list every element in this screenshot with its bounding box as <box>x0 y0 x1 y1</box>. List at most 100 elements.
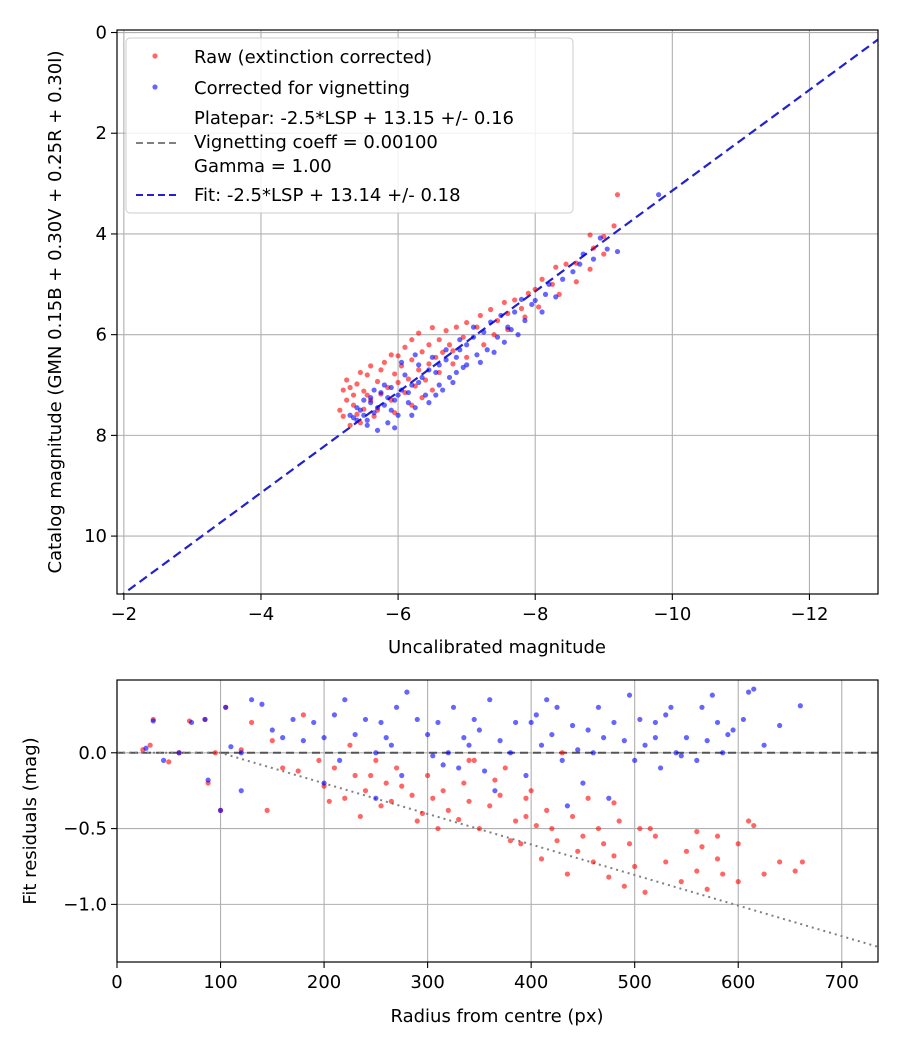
top-point-raw <box>453 324 459 330</box>
top-point-raw <box>340 387 346 393</box>
top-point-raw <box>340 413 346 419</box>
top-point-corrected <box>395 412 401 418</box>
bottom-x-tick-label: 0 <box>111 972 122 993</box>
top-point-corrected <box>416 379 422 386</box>
bottom-point-corrected <box>751 686 757 692</box>
bottom-point-corrected <box>388 742 394 748</box>
bottom-x-tick-label: 700 <box>825 972 859 993</box>
top-point-raw <box>587 266 593 272</box>
bottom-point-raw <box>554 838 560 844</box>
legend-label-vignetting: Vignetting coeff = 0.00100 <box>194 132 438 153</box>
bottom-point-raw <box>549 825 555 832</box>
top-point-corrected <box>604 246 610 252</box>
bottom-point-raw <box>331 765 338 771</box>
bottom-point-corrected <box>414 716 420 723</box>
top-point-corrected <box>426 400 432 406</box>
bottom-point-corrected <box>513 719 519 726</box>
bottom-point-corrected <box>331 712 338 718</box>
bottom-point-raw <box>383 780 389 786</box>
bottom-point-corrected <box>554 704 560 710</box>
bottom-point-raw <box>663 859 669 865</box>
top-point-raw <box>573 279 579 285</box>
top-point-raw <box>350 392 357 398</box>
top-x-ticks: −2 −4 −6 −8 −10 −12 <box>111 594 828 625</box>
top-point-raw <box>395 379 401 386</box>
bottom-point-raw <box>694 829 700 835</box>
bottom-grid <box>116 680 878 962</box>
top-point-corrected <box>453 369 459 376</box>
bottom-point-corrected <box>797 703 803 709</box>
top-scatter-points <box>337 192 662 433</box>
top-plot-frame <box>116 29 879 595</box>
top-point-corrected <box>381 382 387 388</box>
bottom-point-raw <box>694 868 700 874</box>
bottom-point-raw <box>564 871 570 877</box>
top-point-corrected <box>522 317 528 324</box>
top-point-raw <box>553 264 559 270</box>
top-point-corrected <box>405 400 411 406</box>
top-y-tick-label: 8 <box>96 425 107 446</box>
top-point-corrected <box>453 354 459 360</box>
bottom-point-corrected <box>399 772 405 779</box>
bottom-point-raw <box>595 825 602 832</box>
top-point-raw <box>357 369 363 376</box>
legend-label-gamma: Gamma = 1.00 <box>194 156 332 177</box>
bottom-point-raw <box>513 818 519 824</box>
bottom-point-corrected <box>673 750 679 756</box>
bottom-point-raw <box>735 879 741 885</box>
top-point-corrected <box>416 362 422 368</box>
top-point-corrected <box>577 261 583 267</box>
top-point-corrected <box>392 425 398 431</box>
top-point-raw <box>501 299 507 306</box>
top-point-corrected <box>508 327 514 333</box>
bottom-point-raw <box>362 788 369 794</box>
bottom-point-raw <box>792 868 798 874</box>
bottom-point-raw <box>569 813 576 820</box>
bottom-point-raw <box>777 859 783 865</box>
top-y-axis-label: Catalog magnitude (GMN 0.15B + 0.30V + 0… <box>45 50 66 573</box>
bottom-point-raw <box>621 883 627 889</box>
bottom-point-corrected <box>601 735 607 741</box>
top-point-corrected <box>464 342 470 348</box>
top-point-corrected <box>361 397 367 403</box>
top-point-corrected <box>560 276 566 282</box>
bottom-y-axis-label: Fit residuals (mag) <box>20 737 41 904</box>
bottom-point-corrected <box>544 697 550 703</box>
top-point-raw <box>539 276 545 282</box>
bottom-point-raw <box>647 825 653 832</box>
bottom-point-corrected <box>373 750 379 756</box>
top-point-raw <box>419 349 425 355</box>
bottom-point-corrected <box>202 716 208 723</box>
top-point-raw <box>395 353 401 359</box>
bottom-point-corrected <box>549 731 555 738</box>
top-point-corrected <box>429 354 435 360</box>
bottom-point-corrected <box>683 735 690 741</box>
top-point-raw <box>347 384 353 391</box>
bottom-point-corrected <box>321 735 327 741</box>
bottom-point-corrected <box>269 727 275 733</box>
bottom-point-corrected <box>342 697 348 703</box>
bottom-point-corrected <box>642 742 648 748</box>
top-point-raw <box>426 342 432 348</box>
bottom-point-raw <box>745 818 752 824</box>
bottom-point-corrected <box>150 718 156 724</box>
bottom-point-raw <box>269 738 275 744</box>
top-point-corrected <box>512 309 518 315</box>
bottom-x-tick-label: 500 <box>618 972 652 993</box>
bottom-point-corrected <box>621 738 627 744</box>
bottom-point-corrected <box>440 762 446 768</box>
top-point-raw <box>446 342 453 348</box>
bottom-point-raw <box>280 765 286 771</box>
top-point-raw <box>611 223 617 229</box>
bottom-point-corrected <box>523 772 529 779</box>
top-point-corrected <box>457 337 463 343</box>
top-point-raw <box>563 261 569 267</box>
top-point-raw <box>378 367 384 373</box>
bottom-y-ticks: 0.0 −0.5 −1.0 <box>63 743 117 915</box>
bottom-point-corrected <box>373 795 379 801</box>
top-point-raw <box>416 367 422 373</box>
bottom-point-corrected <box>160 757 167 763</box>
bottom-point-corrected <box>590 750 596 756</box>
top-point-corrected <box>443 357 449 363</box>
top-point-corrected <box>371 410 377 416</box>
